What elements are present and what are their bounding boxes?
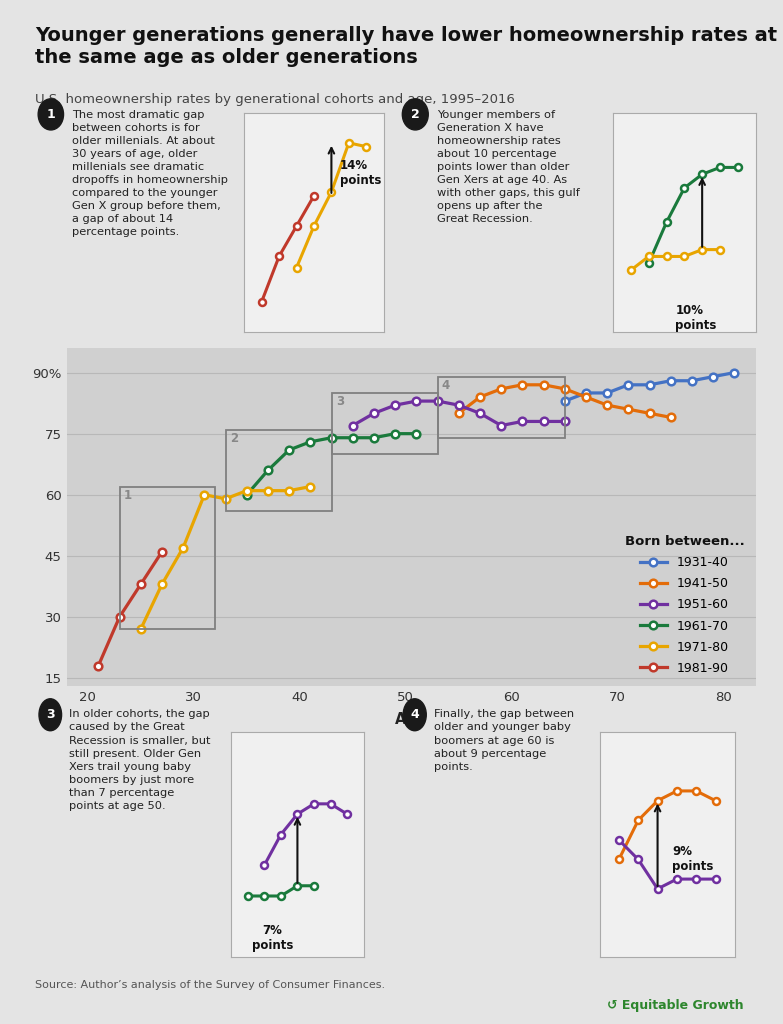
- Text: Younger generations generally have lower homeownership rates at
the same age as : Younger generations generally have lower…: [35, 26, 778, 68]
- 1961-70: [242, 488, 251, 501]
- 1931-40: [709, 371, 718, 383]
- Legend: 1931-40, 1941-50, 1951-60, 1961-70, 1971-80, 1981-90: 1931-40, 1941-50, 1951-60, 1961-70, 1971…: [619, 530, 749, 680]
- Text: 4: 4: [410, 709, 419, 721]
- 1941-50: [666, 412, 676, 424]
- 1961-70: [263, 464, 272, 476]
- 1971-80: [179, 542, 188, 554]
- Circle shape: [402, 98, 428, 130]
- Line: 1961-70: 1961-70: [243, 430, 420, 499]
- 1951-60: [391, 399, 400, 412]
- Bar: [120, 486, 215, 629]
- Circle shape: [38, 98, 63, 130]
- 1931-40: [560, 395, 569, 408]
- 1941-50: [581, 391, 590, 403]
- Bar: [226, 430, 331, 511]
- Line: 1981-90: 1981-90: [95, 548, 166, 670]
- 1961-70: [327, 431, 336, 443]
- Text: The most dramatic gap
between cohorts is for
older millenials. At about
30 years: The most dramatic gap between cohorts is…: [72, 110, 229, 237]
- 1951-60: [518, 416, 527, 428]
- 1961-70: [284, 443, 294, 456]
- Text: ↺ Equitable Growth: ↺ Equitable Growth: [608, 998, 744, 1012]
- 1951-60: [496, 420, 506, 432]
- 1931-40: [730, 367, 739, 379]
- 1971-80: [200, 488, 209, 501]
- 1971-80: [221, 493, 230, 505]
- Bar: [331, 393, 438, 454]
- 1951-60: [412, 395, 421, 408]
- Text: Finally, the gap between
older and younger baby
boomers at age 60 is
about 9 per: Finally, the gap between older and young…: [434, 710, 574, 772]
- 1931-40: [581, 387, 590, 399]
- 1981-90: [115, 610, 124, 623]
- Circle shape: [39, 698, 62, 731]
- 1981-90: [136, 579, 146, 591]
- Line: 1971-80: 1971-80: [137, 482, 314, 633]
- 1931-40: [645, 379, 655, 391]
- 1951-60: [433, 395, 442, 408]
- 1951-60: [454, 399, 464, 412]
- Text: Source: Author’s analysis of the Survey of Consumer Finances.: Source: Author’s analysis of the Survey …: [35, 980, 385, 990]
- Text: 10%
points: 10% points: [676, 304, 716, 332]
- 1941-50: [645, 408, 655, 420]
- 1951-60: [560, 416, 569, 428]
- 1961-70: [305, 435, 315, 447]
- Text: In older cohorts, the gap
caused by the Great
Recession is smaller, but
still pr: In older cohorts, the gap caused by the …: [69, 710, 211, 811]
- 1951-60: [539, 416, 548, 428]
- 1971-80: [157, 579, 167, 591]
- 1941-50: [475, 391, 485, 403]
- Line: 1951-60: 1951-60: [349, 397, 568, 429]
- 1981-90: [94, 659, 103, 672]
- 1941-50: [518, 379, 527, 391]
- 1971-80: [136, 623, 146, 635]
- 1931-40: [666, 375, 676, 387]
- 1941-50: [454, 408, 464, 420]
- 1951-60: [475, 408, 485, 420]
- 1981-90: [157, 546, 167, 558]
- Text: 1: 1: [46, 108, 56, 121]
- Text: 3: 3: [46, 709, 55, 721]
- 1941-50: [560, 383, 569, 395]
- 1951-60: [348, 420, 358, 432]
- Text: 9%
points: 9% points: [672, 846, 713, 873]
- 1941-50: [539, 379, 548, 391]
- Text: 3: 3: [336, 395, 344, 408]
- Text: U.S. homeownership rates by generational cohorts and age, 1995–2016: U.S. homeownership rates by generational…: [35, 93, 515, 105]
- Text: 4: 4: [442, 379, 450, 392]
- 1971-80: [284, 484, 294, 497]
- Bar: [438, 377, 565, 437]
- 1931-40: [624, 379, 633, 391]
- 1931-40: [602, 387, 612, 399]
- 1961-70: [391, 427, 400, 439]
- 1941-50: [602, 399, 612, 412]
- Line: 1941-50: 1941-50: [455, 381, 675, 421]
- Text: 14%
points: 14% points: [340, 159, 381, 187]
- 1961-70: [348, 431, 358, 443]
- Text: Younger members of
Generation X have
homeownership rates
about 10 percentage
poi: Younger members of Generation X have hom…: [437, 110, 580, 224]
- Circle shape: [403, 698, 426, 731]
- Text: 1: 1: [124, 488, 132, 502]
- X-axis label: Age: Age: [395, 713, 427, 727]
- 1971-80: [242, 484, 251, 497]
- 1961-70: [370, 431, 379, 443]
- Text: 2: 2: [229, 432, 238, 444]
- 1931-40: [687, 375, 697, 387]
- 1971-80: [305, 480, 315, 493]
- Text: 2: 2: [411, 108, 420, 121]
- 1951-60: [370, 408, 379, 420]
- 1941-50: [496, 383, 506, 395]
- 1961-70: [412, 427, 421, 439]
- Line: 1931-40: 1931-40: [561, 369, 738, 404]
- 1941-50: [624, 403, 633, 416]
- Text: 7%
points: 7% points: [252, 925, 294, 952]
- 1971-80: [263, 484, 272, 497]
